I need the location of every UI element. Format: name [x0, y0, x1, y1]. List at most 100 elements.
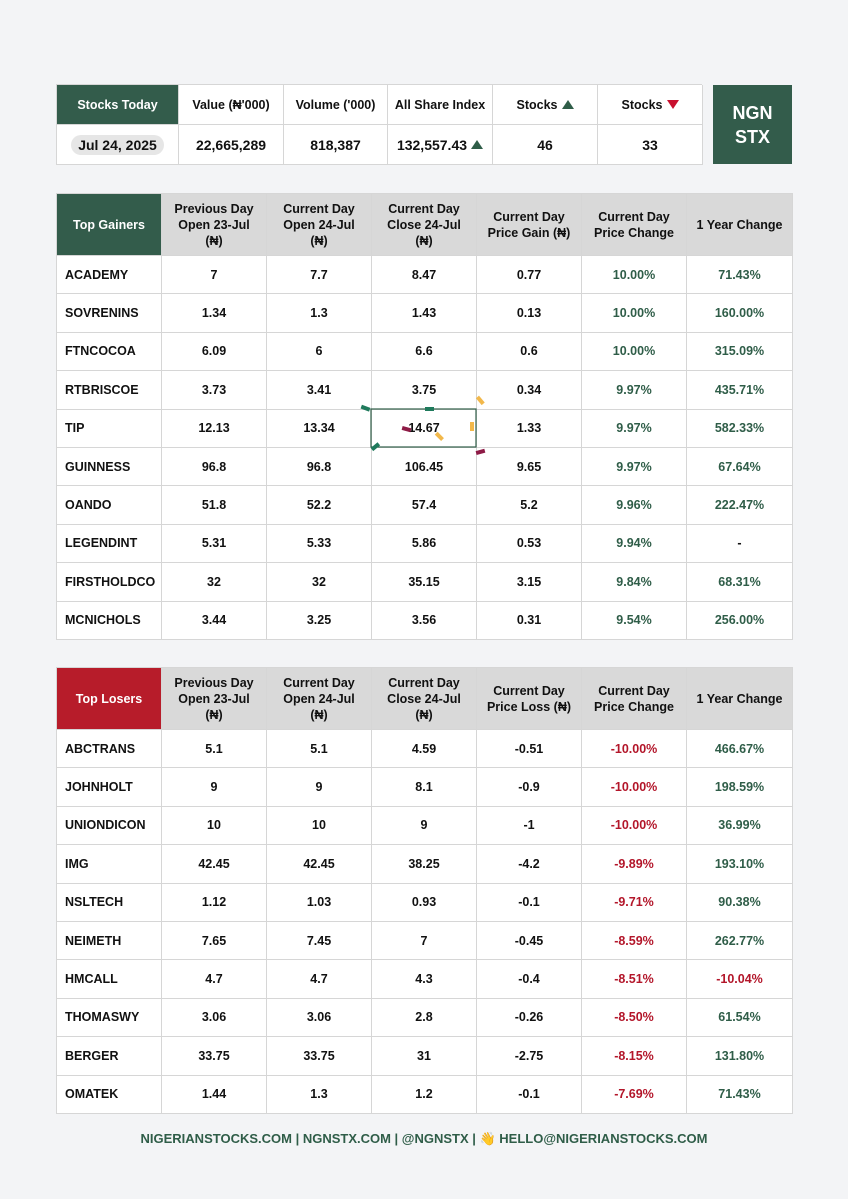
- column-header: Current Day Close 24-Jul (₦): [372, 668, 477, 730]
- summary-header: All Share Index: [388, 85, 493, 125]
- table-cell: 435.71%: [687, 371, 793, 410]
- table-cell: -10.04%: [687, 960, 793, 999]
- table-cell: -8.51%: [582, 960, 687, 999]
- column-header: Current Day Price Change: [582, 668, 687, 730]
- logo: NGN STX: [713, 85, 792, 164]
- table-cell: 9.54%: [582, 601, 687, 640]
- header-line: Top Gainers: [72, 217, 145, 232]
- triangle-icon: [561, 100, 574, 109]
- table-cell: 12.13: [162, 409, 267, 448]
- column-header: Top Losers: [57, 668, 162, 730]
- gainers-table: Top Gainers Previous Day Open 23-Jul (₦) Cur…: [56, 193, 793, 640]
- table-cell: 3.41: [267, 371, 372, 410]
- column-header: Current Day Open 24-Jul (₦): [267, 668, 372, 730]
- table-cell: 3.56: [372, 601, 477, 640]
- table-cell: 9: [267, 768, 372, 807]
- column-header: 1 Year Change: [687, 194, 793, 256]
- column-header: Current Day Price Gain (₦): [477, 194, 582, 256]
- ticker: UNIONDICON: [57, 806, 162, 846]
- summary-value: 33: [598, 125, 703, 165]
- header-text: Stocks: [516, 97, 558, 112]
- table-cell: 33.75: [267, 1037, 372, 1076]
- header-line: Close 24-Jul: [387, 217, 461, 232]
- logo-line: STX: [734, 126, 770, 147]
- table-cell: -2.75: [477, 1037, 582, 1076]
- header-line: Current Day: [598, 683, 670, 698]
- table-cell: 52.2: [267, 486, 372, 525]
- table-cell: 10.00%: [582, 256, 687, 295]
- table-cell: 4.3: [372, 960, 477, 999]
- summary-header: Volume ('000): [284, 85, 388, 125]
- table-cell: 33.75: [162, 1037, 267, 1076]
- table-cell: 262.77%: [687, 921, 793, 961]
- column-header: Previous Day Open 23-Jul (₦): [162, 668, 267, 730]
- table-cell: -0.9: [477, 768, 582, 807]
- table-cell: 0.31: [477, 601, 582, 640]
- header-line: Current Day: [493, 683, 565, 698]
- table-cell: 90.38%: [687, 883, 793, 922]
- header-text: All Share Index: [394, 97, 486, 112]
- ticker: HMCALL: [57, 960, 162, 999]
- table-cell: 222.47%: [687, 486, 793, 525]
- ticker: SOVRENINS: [57, 294, 162, 333]
- table-cell: 7.65: [162, 921, 267, 961]
- table-cell: 71.43%: [687, 1075, 793, 1114]
- table-cell: 31: [372, 1037, 477, 1076]
- header-line: Current Day: [493, 209, 565, 224]
- ticker: BERGER: [57, 1037, 162, 1076]
- table-cell: 38.25: [372, 845, 477, 884]
- table-cell: 42.45: [267, 845, 372, 884]
- table-cell: -8.50%: [582, 998, 687, 1038]
- table-cell: 3.75: [372, 371, 477, 410]
- table-cell: 7: [372, 921, 477, 961]
- ticker: TIP: [57, 409, 162, 448]
- table-cell: 1.2: [372, 1075, 477, 1114]
- summary-header: Value (₦'000): [179, 85, 284, 125]
- table-cell: 3.15: [477, 563, 582, 602]
- column-header: 1 Year Change: [687, 668, 793, 730]
- table-cell: 3.06: [267, 998, 372, 1038]
- table-cell: 5.2: [477, 486, 582, 525]
- table-cell: -8.59%: [582, 921, 687, 961]
- table-cell: 13.34: [267, 409, 372, 448]
- value-text: 22,665,289: [195, 136, 267, 153]
- table-cell: 5.86: [372, 524, 477, 564]
- table-cell: 6.6: [372, 332, 477, 372]
- table-cell: -0.51: [477, 730, 582, 769]
- column-header: Current Day Price Change: [582, 194, 687, 256]
- header-line: Current Day: [598, 209, 670, 224]
- table-cell: -10.00%: [582, 806, 687, 846]
- header-line: Previous Day: [174, 201, 254, 216]
- table-cell: -0.4: [477, 960, 582, 999]
- column-header: Current Day Open 24-Jul (₦): [267, 194, 372, 256]
- table-cell: 0.13: [477, 294, 582, 333]
- table-cell: 9: [372, 806, 477, 846]
- value-text: 33: [642, 136, 658, 153]
- table-cell: 7: [162, 256, 267, 295]
- header-text: Stocks: [621, 97, 663, 112]
- summary-value: 818,387: [284, 125, 388, 165]
- table-cell: 42.45: [162, 845, 267, 884]
- value-text: Jul 24, 2025: [71, 134, 164, 155]
- ticker: THOMASWY: [57, 998, 162, 1038]
- header-line: 1 Year Change: [696, 217, 783, 232]
- table-cell: 1.12: [162, 883, 267, 922]
- table-cell: 193.10%: [687, 845, 793, 884]
- header-line: (₦): [205, 707, 223, 722]
- table-cell: 7.7: [267, 256, 372, 295]
- table-cell: 0.6: [477, 332, 582, 372]
- table-cell: 7.45: [267, 921, 372, 961]
- table-cell: 96.8: [267, 447, 372, 487]
- table-cell: 32: [162, 563, 267, 602]
- table-cell: 256.00%: [687, 601, 793, 640]
- triangle-icon: [471, 140, 484, 149]
- header-line: (₦): [415, 707, 433, 722]
- table-cell: -4.2: [477, 845, 582, 884]
- table-cell: 14.67: [372, 409, 477, 448]
- header-line: Open 23-Jul: [178, 691, 250, 706]
- header-line: (₦): [205, 233, 223, 248]
- ticker: NSLTECH: [57, 883, 162, 922]
- ticker: NEIMETH: [57, 921, 162, 961]
- value-text: 818,387: [310, 136, 361, 153]
- value-text: 46: [537, 136, 553, 153]
